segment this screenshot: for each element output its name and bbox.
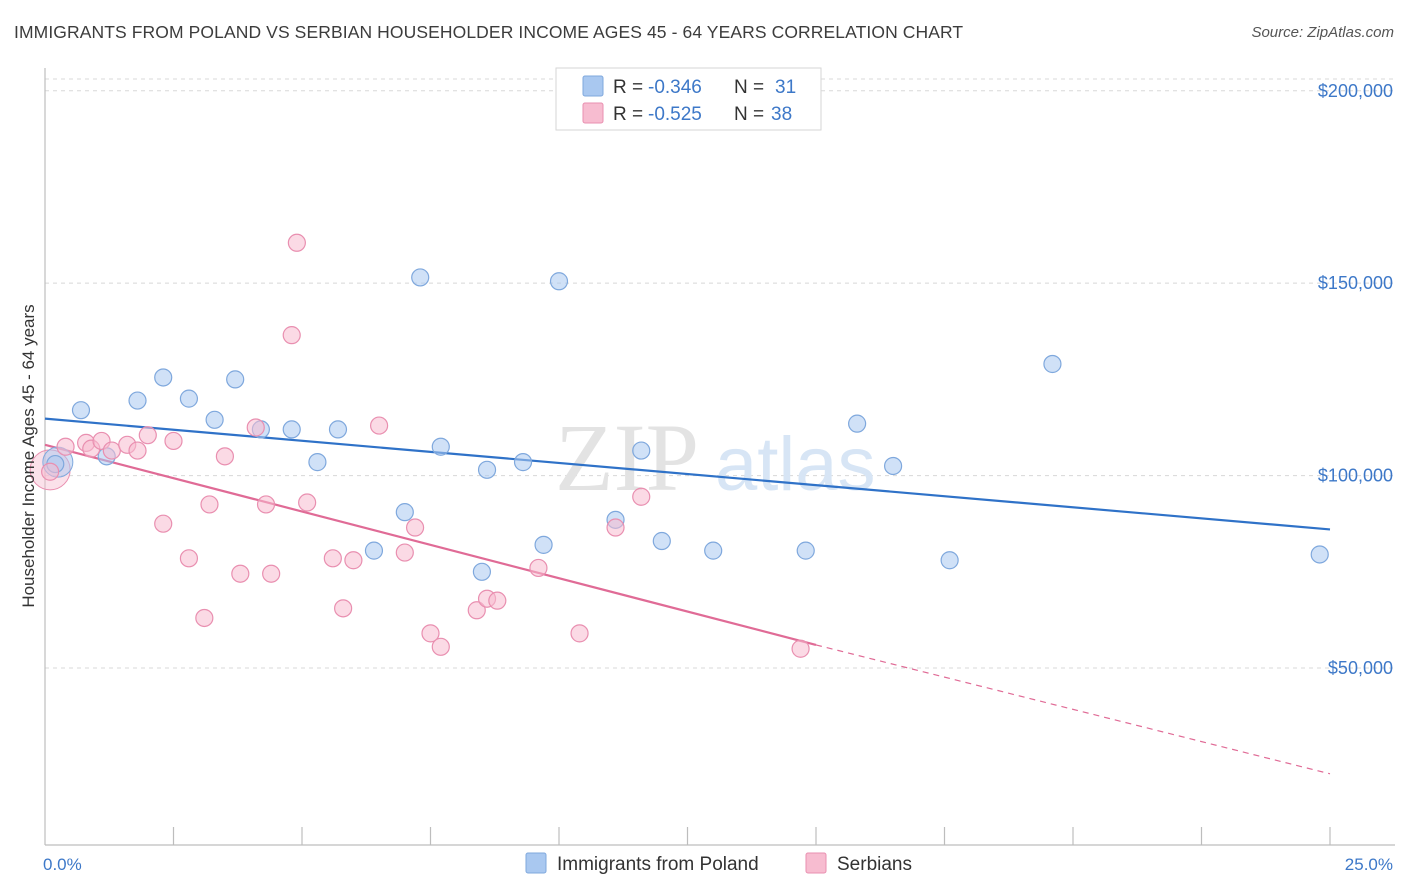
- serbian-point: [287, 233, 306, 252]
- poland-point: [940, 551, 959, 570]
- poland-point: [128, 391, 147, 410]
- serbian-point: [431, 637, 450, 656]
- poland-point: [179, 389, 199, 408]
- serbian-point: [200, 495, 219, 514]
- grid-lines: [45, 78, 1395, 669]
- poland-point: [226, 370, 245, 389]
- axes: [44, 68, 1395, 846]
- serbian-point: [215, 447, 234, 466]
- poland-point: [71, 401, 91, 420]
- poland-point: [395, 503, 414, 522]
- poland-point: [411, 268, 430, 287]
- legend-swatch-serbians: [582, 102, 604, 124]
- y-tick-label: $200,000: [1318, 81, 1393, 101]
- y-tick-label: $100,000: [1318, 466, 1393, 486]
- bottom-legend-swatch-serbians: [805, 852, 827, 874]
- legend-box: R = -0.346 N = 31 R = -0.525 N = 38: [555, 67, 822, 131]
- serbian-trend-extension: [815, 644, 1331, 775]
- x-tick-label: 25.0%: [1345, 855, 1393, 874]
- y-tick-labels: $50,000 $100,000 $150,000 $200,000: [1318, 81, 1393, 678]
- serbian-point: [282, 326, 301, 345]
- watermark-zip: ZIP: [555, 404, 699, 511]
- y-tick-label: $50,000: [1328, 658, 1393, 678]
- serbian-point: [334, 599, 353, 618]
- poland-point: [796, 541, 815, 560]
- serbian-point: [467, 601, 486, 620]
- poland-point: [513, 453, 533, 472]
- poland-point: [472, 562, 491, 581]
- poland-point: [431, 437, 450, 456]
- chart-title: IMMIGRANTS FROM POLAND VS SERBIAN HOUSEH…: [14, 22, 964, 42]
- poland-point: [477, 460, 497, 479]
- bottom-legend-swatch-poland: [525, 852, 547, 874]
- data-points: [29, 233, 1329, 658]
- serbian-point: [323, 549, 342, 568]
- x-tick-labels: 0.0% 25.0%: [43, 855, 1393, 874]
- watermark-atlas: atlas: [715, 422, 876, 507]
- serbian-point: [41, 462, 60, 481]
- poland-point: [848, 414, 867, 433]
- y-axis-label: Householder Income Ages 45 - 64 years: [19, 304, 38, 607]
- poland-point: [534, 535, 553, 554]
- poland-point: [154, 368, 173, 387]
- serbian-point: [344, 551, 363, 570]
- poland-point: [1310, 545, 1329, 564]
- poland-point: [883, 456, 903, 476]
- bottom-legend-label-serbians: Serbians: [837, 854, 912, 875]
- legend-r-value-poland: -0.346: [648, 77, 702, 98]
- serbian-trend-line: [44, 443, 817, 646]
- serbian-point: [405, 518, 425, 537]
- poland-point: [282, 420, 301, 439]
- legend-r-label-poland: R =: [613, 77, 643, 98]
- serbian-point: [632, 487, 651, 506]
- bottom-legend: Immigrants from Poland Serbians: [525, 852, 912, 875]
- legend-r-value-serbians: -0.525: [648, 104, 702, 125]
- serbian-point: [529, 558, 548, 578]
- serbian-point: [606, 518, 625, 537]
- serbian-point: [246, 418, 265, 437]
- poland-point: [704, 541, 723, 560]
- serbian-point: [231, 564, 250, 583]
- poland-point: [1043, 354, 1062, 374]
- watermark: ZIP atlas: [555, 404, 876, 511]
- serbian-point: [370, 416, 389, 435]
- legend-n-value-poland: 31: [775, 77, 796, 98]
- serbian-point: [791, 639, 810, 658]
- poland-point: [652, 531, 671, 551]
- poland-point: [549, 272, 569, 291]
- serbian-point: [298, 493, 317, 512]
- serbian-point: [102, 441, 121, 460]
- poland-point: [632, 441, 651, 460]
- legend-n-value-serbians: 38: [771, 104, 792, 125]
- poland-point: [308, 453, 327, 472]
- serbian-point: [179, 549, 199, 568]
- serbian-point: [262, 564, 281, 583]
- serbian-point: [570, 624, 589, 643]
- serbian-point: [256, 495, 276, 514]
- x-tick-label: 0.0%: [43, 855, 82, 874]
- serbian-point: [164, 431, 183, 451]
- legend-swatch-poland: [582, 75, 604, 97]
- serbian-point: [488, 591, 507, 610]
- poland-point: [328, 420, 348, 439]
- y-tick-label: $150,000: [1318, 273, 1393, 293]
- legend-n-label-serbians: N =: [734, 104, 764, 125]
- serbian-point: [395, 543, 414, 562]
- legend-r-label-serbians: R =: [613, 104, 643, 125]
- poland-point: [205, 410, 224, 429]
- serbian-point: [128, 441, 147, 460]
- bottom-legend-label-poland: Immigrants from Poland: [557, 854, 759, 875]
- serbian-point: [154, 514, 173, 533]
- poland-point: [364, 541, 384, 560]
- serbian-point: [195, 608, 214, 628]
- serbian-point: [421, 624, 440, 643]
- legend-n-label-poland: N =: [734, 77, 764, 98]
- chart-source: Source: ZipAtlas.com: [1251, 24, 1394, 41]
- serbian-point: [56, 437, 75, 456]
- serbian-point: [138, 426, 157, 445]
